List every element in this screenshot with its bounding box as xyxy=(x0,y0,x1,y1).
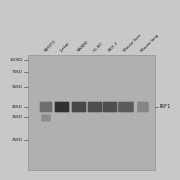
Text: 70KD: 70KD xyxy=(12,70,23,74)
Text: 25KD: 25KD xyxy=(12,138,23,142)
FancyBboxPatch shape xyxy=(137,102,149,112)
Text: IRF1: IRF1 xyxy=(159,105,170,109)
FancyBboxPatch shape xyxy=(41,114,51,122)
FancyBboxPatch shape xyxy=(40,102,52,112)
Text: SW480: SW480 xyxy=(76,40,89,53)
FancyBboxPatch shape xyxy=(88,102,102,112)
Text: 100KD: 100KD xyxy=(10,58,23,62)
Text: 40KD: 40KD xyxy=(12,105,23,109)
Text: 55KD: 55KD xyxy=(12,85,23,89)
FancyBboxPatch shape xyxy=(118,102,134,112)
Bar xyxy=(28,55,155,170)
FancyBboxPatch shape xyxy=(72,102,86,112)
Text: MCF-7: MCF-7 xyxy=(107,41,119,53)
Text: Jurkat: Jurkat xyxy=(59,42,70,53)
Text: NIH3T3: NIH3T3 xyxy=(43,40,57,53)
Text: Mouse liver: Mouse liver xyxy=(123,33,143,53)
FancyBboxPatch shape xyxy=(103,102,117,112)
Text: 35KD: 35KD xyxy=(12,115,23,119)
FancyBboxPatch shape xyxy=(55,102,69,112)
Text: Mouse lung: Mouse lung xyxy=(140,33,160,53)
Text: HL-60: HL-60 xyxy=(92,42,103,53)
